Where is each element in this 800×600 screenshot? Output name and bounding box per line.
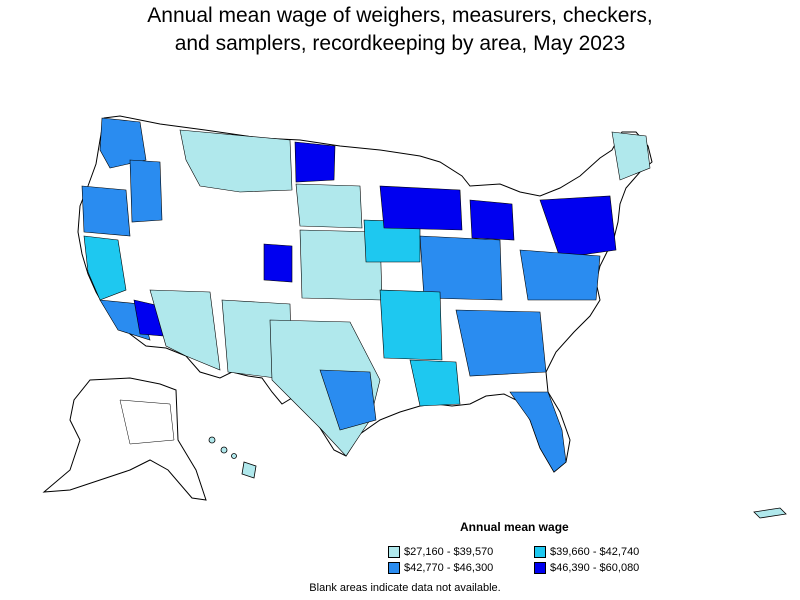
region-minnesota-wisconsin (379, 185, 463, 231)
region-washington (99, 117, 147, 169)
region-texas-east (319, 369, 377, 431)
legend-swatch-2 (534, 546, 546, 558)
legend-swatch-3 (388, 562, 400, 574)
footnote: Blank areas indicate data not available. (309, 582, 501, 594)
region-fills (81, 117, 651, 473)
region-illinois-indiana (419, 235, 503, 301)
legend-item-4: $46,390 - $60,080 (534, 562, 639, 574)
region-northeast (539, 195, 617, 259)
legend-swatch-1 (388, 546, 400, 558)
region-michigan (469, 199, 515, 241)
region-missouri-arkansas (379, 289, 443, 361)
region-florida (509, 391, 567, 473)
region-mid-atlantic (519, 249, 601, 301)
region-oregon-east (129, 159, 163, 223)
puerto-rico (753, 507, 787, 519)
region-oregon-coast (81, 185, 131, 237)
region-california-north (83, 235, 127, 301)
alaska-region (119, 399, 175, 445)
region-southeast (455, 309, 547, 377)
legend-item-3: $42,770 - $46,300 (388, 562, 493, 574)
region-denver (263, 243, 293, 283)
region-north-dakota (294, 141, 336, 183)
legend-label-4: $46,390 - $60,080 (550, 562, 640, 574)
hawaii-islands (208, 436, 257, 479)
legend-label-1: $27,160 - $39,570 (404, 546, 494, 558)
legend-label-3: $42,770 - $46,300 (404, 562, 494, 574)
legend-title: Annual mean wage (460, 520, 569, 534)
alaska-outline (42, 377, 207, 501)
region-louisiana (409, 359, 461, 407)
region-montana (179, 129, 293, 193)
region-arizona (149, 289, 221, 371)
region-south-dakota (295, 183, 363, 229)
legend-item-2: $39,660 - $42,740 (534, 546, 639, 558)
legend-label-2: $39,660 - $42,740 (550, 546, 640, 558)
map-title: Annual mean wage of weighers, measurers,… (147, 4, 653, 55)
legend-item-1: $27,160 - $39,570 (388, 546, 493, 558)
region-maine (611, 131, 651, 181)
legend-swatch-4 (534, 562, 546, 574)
